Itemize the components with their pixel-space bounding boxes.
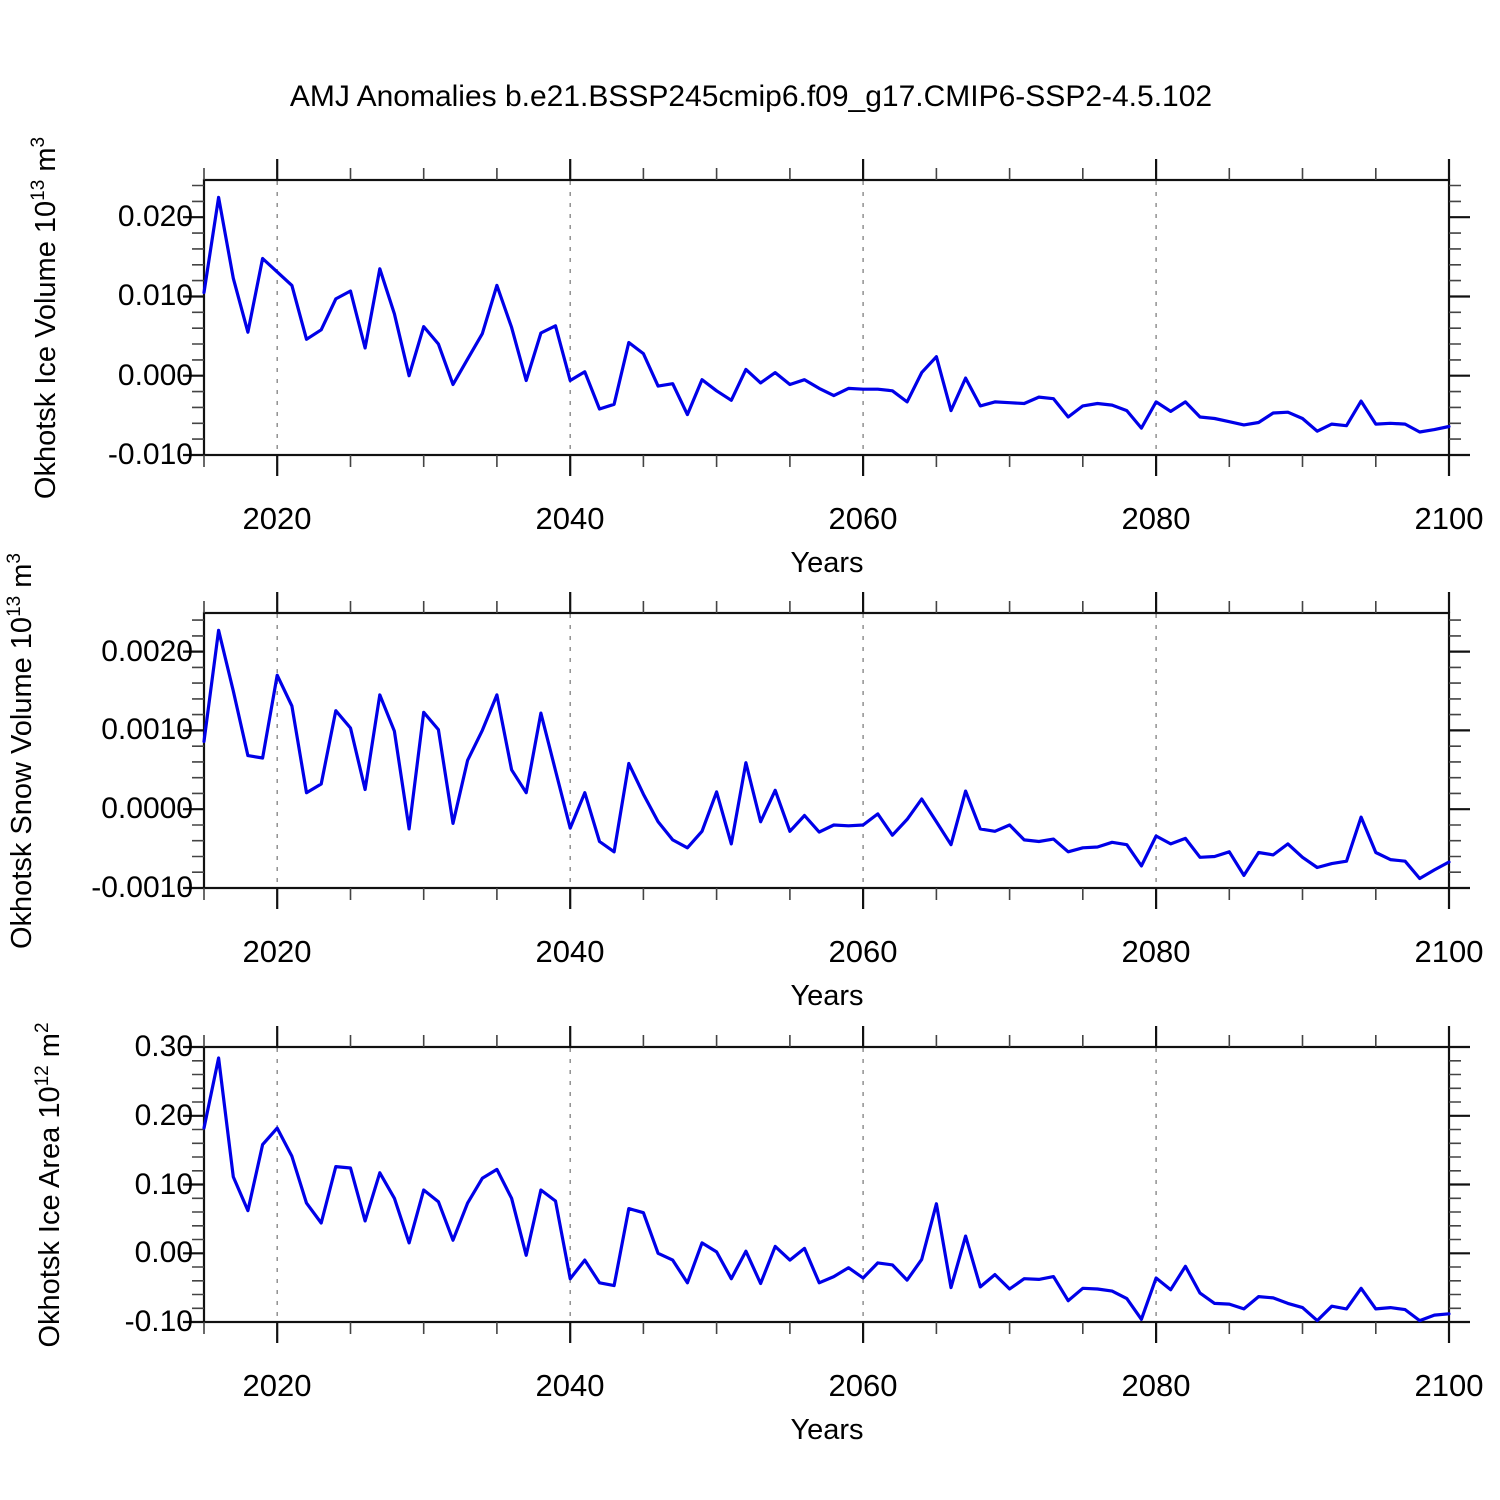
x-tick-label: 2080 — [1121, 501, 1191, 536]
x-tick-label: 2040 — [535, 1368, 605, 1403]
x-tick-label: 2040 — [535, 501, 605, 536]
unit-exponent: 3 — [4, 552, 25, 564]
plot-frame — [202, 178, 1451, 457]
x-tick-label: 2020 — [242, 934, 312, 969]
y-tick-label: -0.0010 — [91, 871, 193, 904]
ylabel-unit: m — [34, 1032, 66, 1065]
x-tick-label: 2100 — [1414, 934, 1484, 969]
exponent: 12 — [32, 1064, 53, 1086]
x-tick-label: 2100 — [1414, 1368, 1484, 1403]
x-tick-label: 2020 — [242, 1368, 312, 1403]
ylabel-text: Okhotsk Snow Volume 10 — [6, 616, 38, 949]
ylabel-text: Okhotsk Ice Volume 10 — [30, 200, 62, 499]
ylabel-text: Okhotsk Ice Area 10 — [34, 1085, 66, 1348]
x-tick-label: 2080 — [1121, 934, 1191, 969]
exponent: 13 — [28, 179, 49, 201]
minor-ticks — [192, 1035, 1461, 1334]
ylabel-okhotsk-ice-volume: Okhotsk Ice Volume 1013 m3 — [28, 136, 66, 499]
unit-exponent: 2 — [32, 1021, 53, 1033]
xlabel-years: Years — [790, 980, 864, 1012]
plot-frame — [202, 611, 1451, 890]
y-tick-label: 0.0010 — [101, 713, 193, 746]
y-tick-label: 0.0020 — [101, 635, 193, 668]
x-tick-label: 2060 — [828, 934, 898, 969]
panel-okhotsk-ice-area — [183, 1026, 1470, 1343]
x-tick-label: 2040 — [535, 934, 605, 969]
exponent: 13 — [4, 595, 25, 617]
y-tick-label: 0.000 — [117, 359, 193, 392]
y-tick-label: -0.10 — [124, 1305, 193, 1338]
x-tick-label: 2060 — [828, 501, 898, 536]
y-tick-label: 0.010 — [117, 279, 193, 312]
major-ticks — [183, 592, 1470, 909]
panel-okhotsk-snow-volume — [183, 592, 1470, 909]
y-tick-label: 0.0000 — [101, 792, 193, 825]
x-tick-label: 2060 — [828, 1368, 898, 1403]
major-ticks — [183, 1026, 1470, 1343]
minor-ticks — [192, 168, 1461, 467]
y-tick-label: 0.30 — [134, 1030, 193, 1063]
y-tick-label: 0.00 — [134, 1236, 193, 1269]
y-tick-label: 0.10 — [134, 1168, 193, 1201]
ylabel-unit: m — [30, 147, 62, 180]
major-ticks — [183, 159, 1470, 476]
okhotsk-ice-area-line — [202, 1056, 1451, 1323]
x-tick-label: 2100 — [1414, 501, 1484, 536]
okhotsk-snow-volume-line — [202, 628, 1451, 881]
xlabel-years: Years — [790, 547, 864, 579]
x-tick-label: 2080 — [1121, 1368, 1191, 1403]
y-tick-label: 0.020 — [117, 200, 193, 233]
ylabel-unit: m — [6, 563, 38, 596]
okhotsk-ice-volume-line — [202, 195, 1451, 434]
unit-exponent: 3 — [28, 136, 49, 147]
y-tick-label: 0.20 — [134, 1099, 193, 1132]
xlabel-years: Years — [790, 1414, 864, 1446]
y-tick-label: -0.010 — [107, 438, 193, 471]
minor-ticks — [192, 601, 1461, 900]
ylabel-okhotsk-snow-volume: Okhotsk Snow Volume 1013 m3 — [4, 552, 42, 949]
chart-title: AMJ Anomalies b.e21.BSSP245cmip6.f09_g17… — [289, 80, 1213, 113]
x-tick-label: 2020 — [242, 501, 312, 536]
panel-okhotsk-ice-volume — [183, 159, 1470, 476]
ylabel-okhotsk-ice-area: Okhotsk Ice Area 1012 m2 — [32, 1021, 70, 1348]
